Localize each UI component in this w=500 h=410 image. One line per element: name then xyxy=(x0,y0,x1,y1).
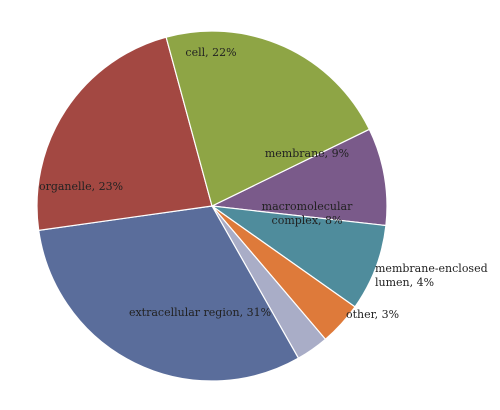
pie-slice-label: extracellular region, 31% xyxy=(129,306,271,319)
pie-slice xyxy=(36,36,213,232)
pie-slice-label: cell, 22% xyxy=(185,46,236,59)
pie-slice xyxy=(165,30,371,207)
pie-slice-label: other, 3% xyxy=(346,308,399,321)
pie-slice xyxy=(38,205,300,382)
pie-slice xyxy=(209,128,388,227)
pie-slice-label: organelle, 23% xyxy=(39,180,123,193)
pie-slice-label: membrane, 9% xyxy=(265,147,349,160)
pie-slice-label: membrane-enclosed lumen, 4% xyxy=(375,262,488,289)
pie-slices xyxy=(36,30,388,382)
pie-slice-label: macromolecular complex, 8% xyxy=(262,200,353,227)
pie-labels: membrane, 9% macromolecular complex, 8% mem… xyxy=(39,46,488,321)
